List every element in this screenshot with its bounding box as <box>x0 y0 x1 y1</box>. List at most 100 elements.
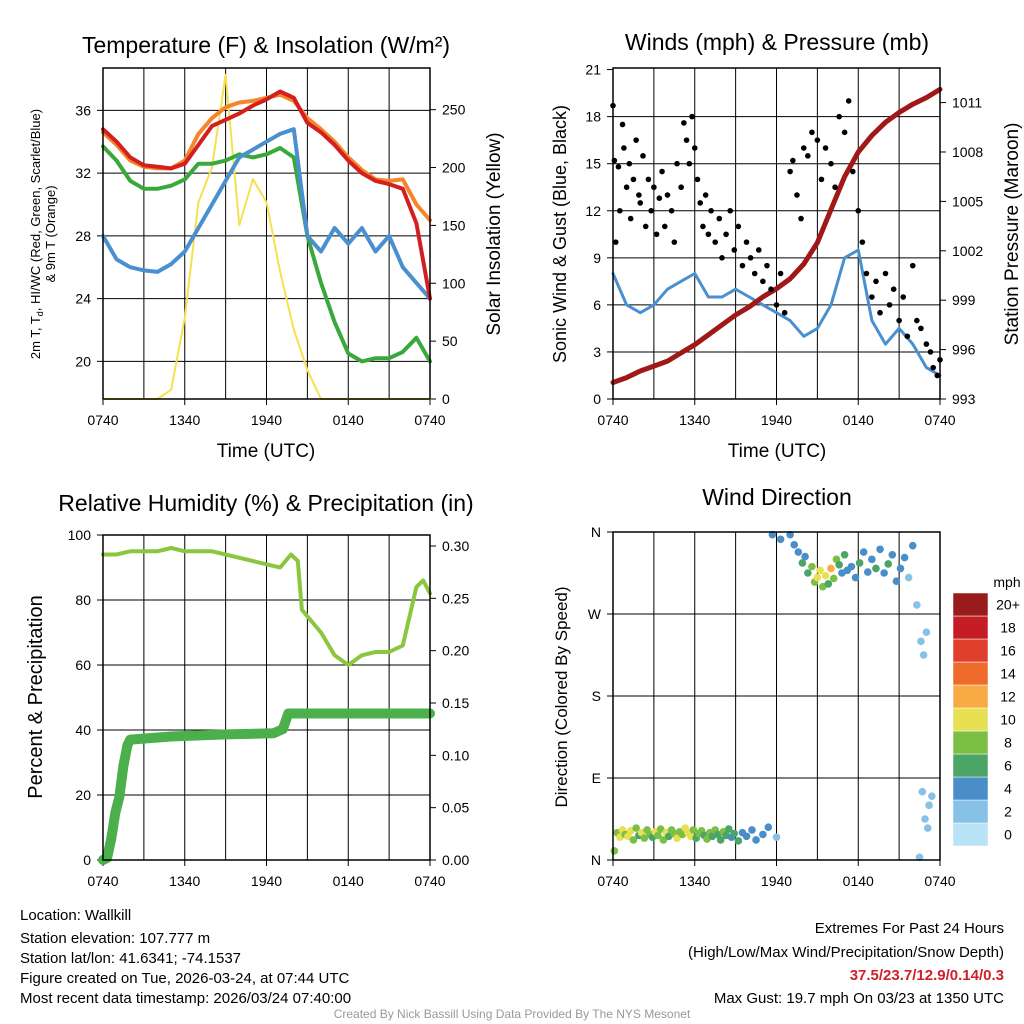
gust-point <box>890 286 897 292</box>
rh-ytick-right-label: 0.25 <box>442 590 469 606</box>
rh-ytick-label: 20 <box>75 787 91 803</box>
direction-point <box>821 571 830 580</box>
temp-ylabel-sub: d <box>35 311 45 316</box>
gust-point <box>712 239 718 245</box>
gust-point <box>653 231 660 238</box>
gust-point <box>751 270 758 277</box>
temp-ytick-label: 28 <box>75 228 91 244</box>
gust-point <box>697 200 703 206</box>
direction-point <box>863 568 872 576</box>
direction-point <box>776 535 785 544</box>
rh-xtick-label: 1340 <box>169 873 200 889</box>
gust-point <box>633 137 639 143</box>
legend-swatch <box>952 684 989 709</box>
temp-ytick-right-label: 250 <box>442 102 466 118</box>
gust-point <box>686 160 693 167</box>
wind-ytick-label: 0 <box>593 391 601 407</box>
gust-point <box>689 113 695 120</box>
direction-point <box>798 559 807 567</box>
extremes-subtitle: (High/Low/Max Wind/Precipitation/Snow De… <box>688 944 1004 961</box>
direction-point <box>759 830 767 839</box>
temp-panel-title: Temperature (F) & Insolation (W/m²) <box>82 32 450 58</box>
direction-point <box>859 548 868 556</box>
temp-ytick-label: 32 <box>75 165 91 181</box>
gust-point <box>648 207 654 214</box>
rh-xtick-label: 0740 <box>414 873 445 889</box>
temp-ylabel-right: Solar Insolation (Yellow) <box>484 132 505 335</box>
direction-point <box>921 815 929 823</box>
wind-ytick-right-label: 1005 <box>952 193 983 209</box>
direction-point <box>855 559 864 567</box>
rh-plot-frame <box>102 534 431 861</box>
gust-point <box>626 160 633 167</box>
direction-point <box>748 826 756 834</box>
footer-location: Location: Wallkill <box>20 907 131 924</box>
credit-line: Created By Nick Bassill Using Data Provi… <box>334 1007 691 1021</box>
wind-series-sonic-wind <box>611 248 942 377</box>
direction-point <box>915 853 924 862</box>
gust-point <box>777 270 784 277</box>
legend-swatch <box>952 776 989 801</box>
legend-swatch <box>952 615 989 640</box>
temp-xtick-label: 1940 <box>251 412 282 428</box>
temp-ytick-right-label: 0 <box>442 391 450 407</box>
gust-point <box>869 294 875 300</box>
temp-xtick-label: 0140 <box>333 412 364 428</box>
direction-point <box>829 574 838 583</box>
wind-ytick-label: 6 <box>593 297 601 313</box>
direction-ytick-label: N <box>591 852 601 868</box>
direction-point <box>768 530 777 539</box>
legend-label: 14 <box>1000 666 1016 682</box>
direction-point <box>919 651 928 659</box>
legend-label: 20+ <box>996 597 1020 613</box>
direction-point <box>734 837 743 845</box>
direction-point <box>923 824 932 832</box>
legend-swatch <box>952 638 989 663</box>
gust-point <box>836 113 842 120</box>
wind-panel-title: Winds (mph) & Pressure (mb) <box>625 29 929 55</box>
legend-label: 8 <box>1004 735 1012 751</box>
rh-xtick-label: 0140 <box>333 873 364 889</box>
direction-ytick-label: N <box>591 524 601 540</box>
gust-point <box>630 176 637 183</box>
gust-point <box>708 207 714 214</box>
rh-series-relative-humidity <box>101 546 432 667</box>
direction-xtick-label: 0740 <box>597 873 628 889</box>
direction-point <box>640 834 649 842</box>
direction-point <box>742 832 751 841</box>
gust-point <box>886 302 893 308</box>
gust-point <box>656 195 663 202</box>
direction-point <box>917 637 925 646</box>
direction-panel: 0740 1340 1940 0140 0740 N E S W N <box>588 524 956 889</box>
temp-ylabel-b: , HI/WC (Red, Green, Scarlet/Blue) <box>28 109 43 311</box>
wind-xtick-label: 0140 <box>843 412 874 428</box>
direction-ytick-label: W <box>588 606 602 622</box>
rh-panel-title: Relative Humidity (%) & Precipitation (i… <box>58 490 473 516</box>
direction-ytick-label: S <box>592 688 601 704</box>
gust-point <box>787 168 793 175</box>
gust-point <box>743 239 750 245</box>
gust-point <box>841 129 848 136</box>
rh-xtick-label: 0740 <box>87 873 118 889</box>
wind-ytick-label: 3 <box>593 344 601 360</box>
direction-point <box>764 823 773 831</box>
direction-point <box>925 801 933 810</box>
temp-ylabel-a: 2m T, T <box>28 316 43 359</box>
direction-point <box>816 566 824 575</box>
gust-point <box>731 247 738 253</box>
gust-point <box>627 215 634 222</box>
gust-point <box>700 223 706 230</box>
direction-point <box>928 792 936 801</box>
rh-panel: 0740 1340 1940 0140 0740 0 20 40 60 80 100 0.00 0.05… <box>68 527 470 889</box>
direction-point <box>794 548 803 556</box>
wind-ylabel: Sonic Wind & Gust (Blue, Black) <box>550 105 570 363</box>
footer-elevation: Station elevation: 107.777 m <box>20 930 210 947</box>
extremes-title: Extremes For Past 24 Hours <box>815 920 1004 937</box>
gust-point <box>678 184 684 191</box>
wind-panel: 0740 1340 1940 0140 0740 0 3 6 9 12 15 18 21 993 996 99… <box>585 62 983 428</box>
direction-ytick-label: E <box>592 770 601 786</box>
gust-point <box>794 192 800 198</box>
gust-point <box>832 184 838 191</box>
temp-series-2m-t <box>101 89 432 301</box>
gust-point <box>683 137 690 143</box>
